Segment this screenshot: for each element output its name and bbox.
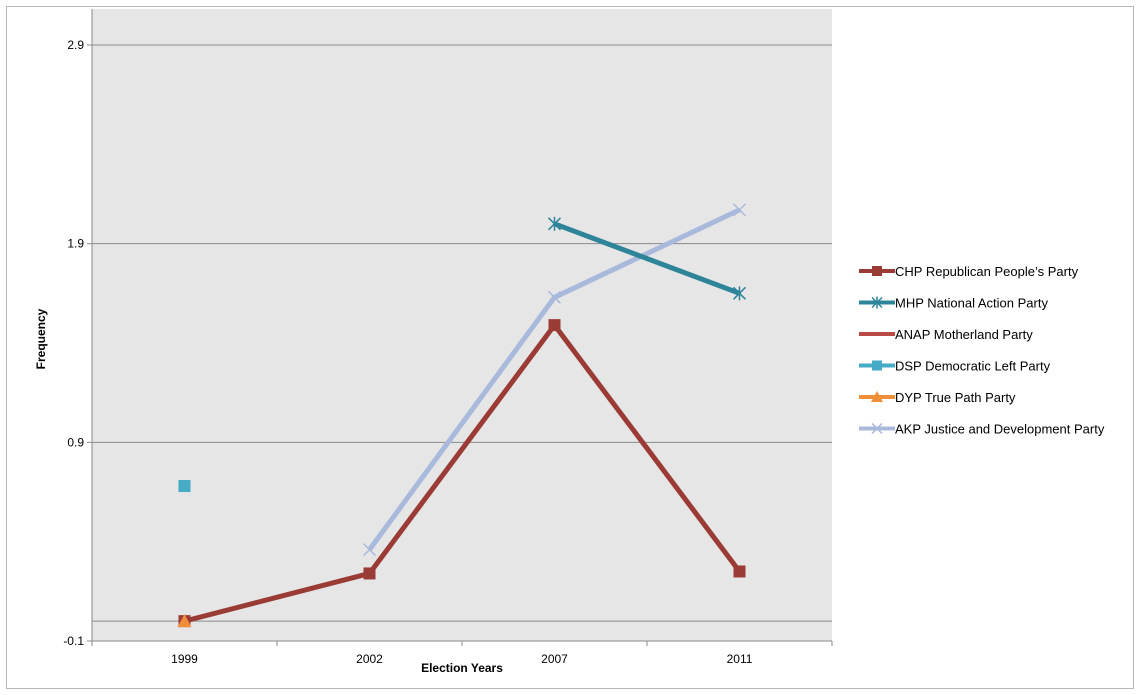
x-axis-title: Election Years: [421, 661, 503, 675]
series-5-point: [732, 203, 747, 217]
legend: CHP Republican People’s Party MHP Nationa…: [859, 264, 1105, 437]
series-5: [362, 203, 747, 557]
plot-area: [92, 9, 832, 641]
x-tick-label: 1999: [171, 652, 198, 666]
legend-label: DYP True Path Party: [895, 390, 1016, 405]
legend-marker-stroke: [871, 422, 883, 435]
series-5-point: [362, 543, 377, 557]
legend-marker: [871, 422, 883, 435]
series-5-point-stroke: [547, 290, 562, 304]
x-tick-label: 2007: [541, 652, 568, 666]
legend-marker: [872, 360, 882, 371]
series-layer: [177, 203, 747, 628]
y-tick-label: 0.9: [67, 435, 84, 449]
legend-item: ANAP Motherland Party: [859, 327, 1033, 342]
legend-item: CHP Republican People’s Party: [859, 264, 1079, 279]
series-1-point: [732, 286, 747, 301]
series-0-point: [733, 565, 746, 578]
x-tick-label: 2011: [727, 652, 753, 666]
y-tick-label: -0.1: [63, 634, 84, 648]
y-axis-title: Frequency: [34, 308, 48, 369]
series-1: [547, 216, 747, 301]
series-3-point: [178, 480, 191, 493]
legend-label: CHP Republican People’s Party: [895, 264, 1079, 279]
series-0-point: [363, 567, 376, 580]
legend-marker: [872, 266, 882, 276]
y-tick-label: 1.9: [67, 237, 84, 251]
legend-label: AKP Justice and Development Party: [895, 422, 1105, 437]
chart-frame: 2.9 1.9 0.9 -0.1 1999 2002 2007 2011 CHP Republ…: [6, 6, 1134, 689]
series-5-point: [547, 290, 562, 304]
series-1-line: [553, 221, 741, 296]
line-chart: 2.9 1.9 0.9 -0.1 1999 2002 2007 2011 CHP Republ…: [34, 9, 1105, 675]
legend-label: MHP National Action Party: [895, 296, 1048, 311]
series-1-point: [547, 216, 562, 231]
legend-marker: [871, 391, 883, 402]
series-4: [177, 614, 192, 628]
axes: 2.9 1.9 0.9 -0.1 1999 2002 2007 2011: [63, 9, 833, 666]
series-5-point-stroke: [732, 203, 747, 217]
legend-item: MHP National Action Party: [859, 296, 1048, 311]
series-0-line: [183, 322, 742, 624]
series-4-point: [177, 614, 192, 628]
x-tick-label: 2002: [356, 652, 383, 666]
legend-item: AKP Justice and Development Party: [859, 422, 1105, 437]
legend-label: DSP Democratic Left Party: [895, 359, 1051, 374]
series-5-point-stroke: [362, 543, 377, 557]
series-0-point: [548, 319, 561, 332]
legend-marker: [871, 296, 883, 309]
legend-item: DSP Democratic Left Party: [859, 359, 1051, 374]
gridlines: [92, 44, 832, 622]
series-3: [178, 480, 191, 493]
legend-label: ANAP Motherland Party: [895, 327, 1033, 342]
y-tick-label: 2.9: [67, 38, 84, 52]
legend-item: DYP True Path Party: [859, 390, 1016, 405]
